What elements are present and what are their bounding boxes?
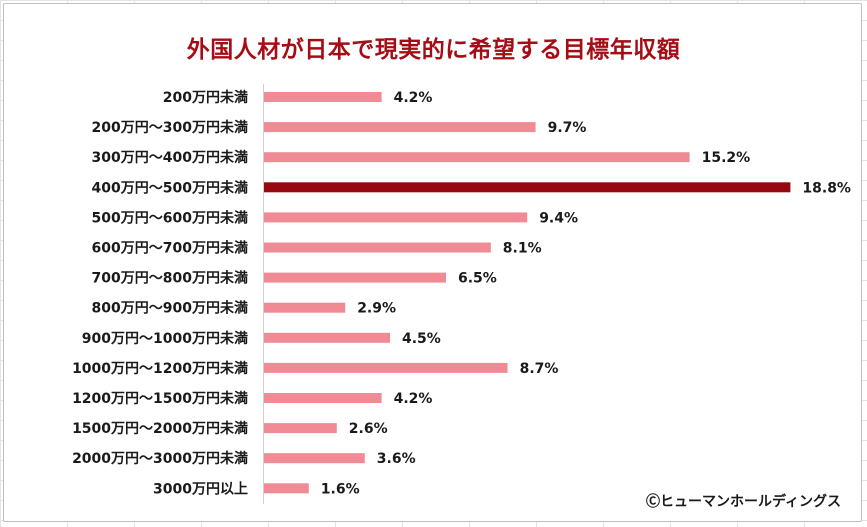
chart-title: 外国人材が日本で現実的に希望する目標年収額: [186, 37, 681, 63]
category-label: 3000万円以上: [153, 481, 248, 497]
category-label: 200万円～300万円未満: [92, 119, 248, 136]
category-label: 700万円～800万円未満: [92, 270, 248, 287]
bar: [264, 242, 491, 253]
category-label: 600万円～700万円未満: [92, 240, 248, 257]
value-label: 1.6%: [321, 481, 360, 497]
value-label: 18.8%: [802, 180, 851, 196]
value-label: 4.2%: [394, 391, 433, 407]
category-label: 200万円未満: [163, 89, 248, 106]
category-label: 300万円～400万円未満: [92, 149, 248, 166]
bar: [264, 332, 390, 343]
value-label: 6.5%: [458, 271, 497, 287]
category-label: 1200万円～1500万円未満: [72, 390, 248, 407]
bar: [264, 302, 346, 313]
category-label: 2000万円～3000万円未満: [72, 450, 248, 467]
category-label: 800万円～900万円未満: [92, 300, 248, 317]
bar-highlighted: [264, 182, 791, 193]
category-label: 1000万円～1200万円未満: [72, 360, 248, 377]
category-label: 900万円～1000万円未満: [82, 330, 248, 347]
bar: [264, 393, 382, 403]
category-label: 400万円～500万円未満: [92, 179, 248, 196]
bar: [264, 152, 690, 163]
value-label: 2.9%: [357, 301, 396, 317]
bars-group: 200万円未満 4.2% 200万円～300万円未満 9.7% 300万円～400万円未…: [72, 89, 851, 497]
category-label: 500万円～600万円未満: [92, 209, 248, 226]
category-label: 1500万円～2000万円未満: [72, 420, 248, 437]
value-label: 8.7%: [520, 361, 559, 377]
value-label: 4.2%: [394, 90, 433, 106]
value-label: 4.5%: [402, 331, 441, 347]
bar: [264, 212, 528, 223]
bar-chart: 200万円未満 4.2% 200万円～300万円未満 9.7% 300万円～400万円未…: [72, 84, 851, 504]
bar: [264, 362, 508, 373]
value-label: 2.6%: [349, 421, 388, 437]
bar: [264, 423, 337, 434]
copyright-text: Ⓒヒューマンホールディングス: [645, 494, 841, 510]
value-label: 9.4%: [539, 210, 578, 226]
bar: [264, 92, 382, 102]
value-label: 3.6%: [377, 451, 416, 467]
bar: [264, 483, 309, 494]
chart-frame: 外国人材が日本で現実的に希望する目標年収額 200万円未満 4.2% 200万円～3…: [3, 3, 862, 522]
value-label: 9.7%: [548, 120, 587, 136]
bar: [264, 272, 446, 283]
value-label: 8.1%: [503, 241, 542, 257]
value-label: 15.2%: [702, 150, 751, 166]
bar: [264, 122, 536, 133]
bar: [264, 453, 365, 464]
